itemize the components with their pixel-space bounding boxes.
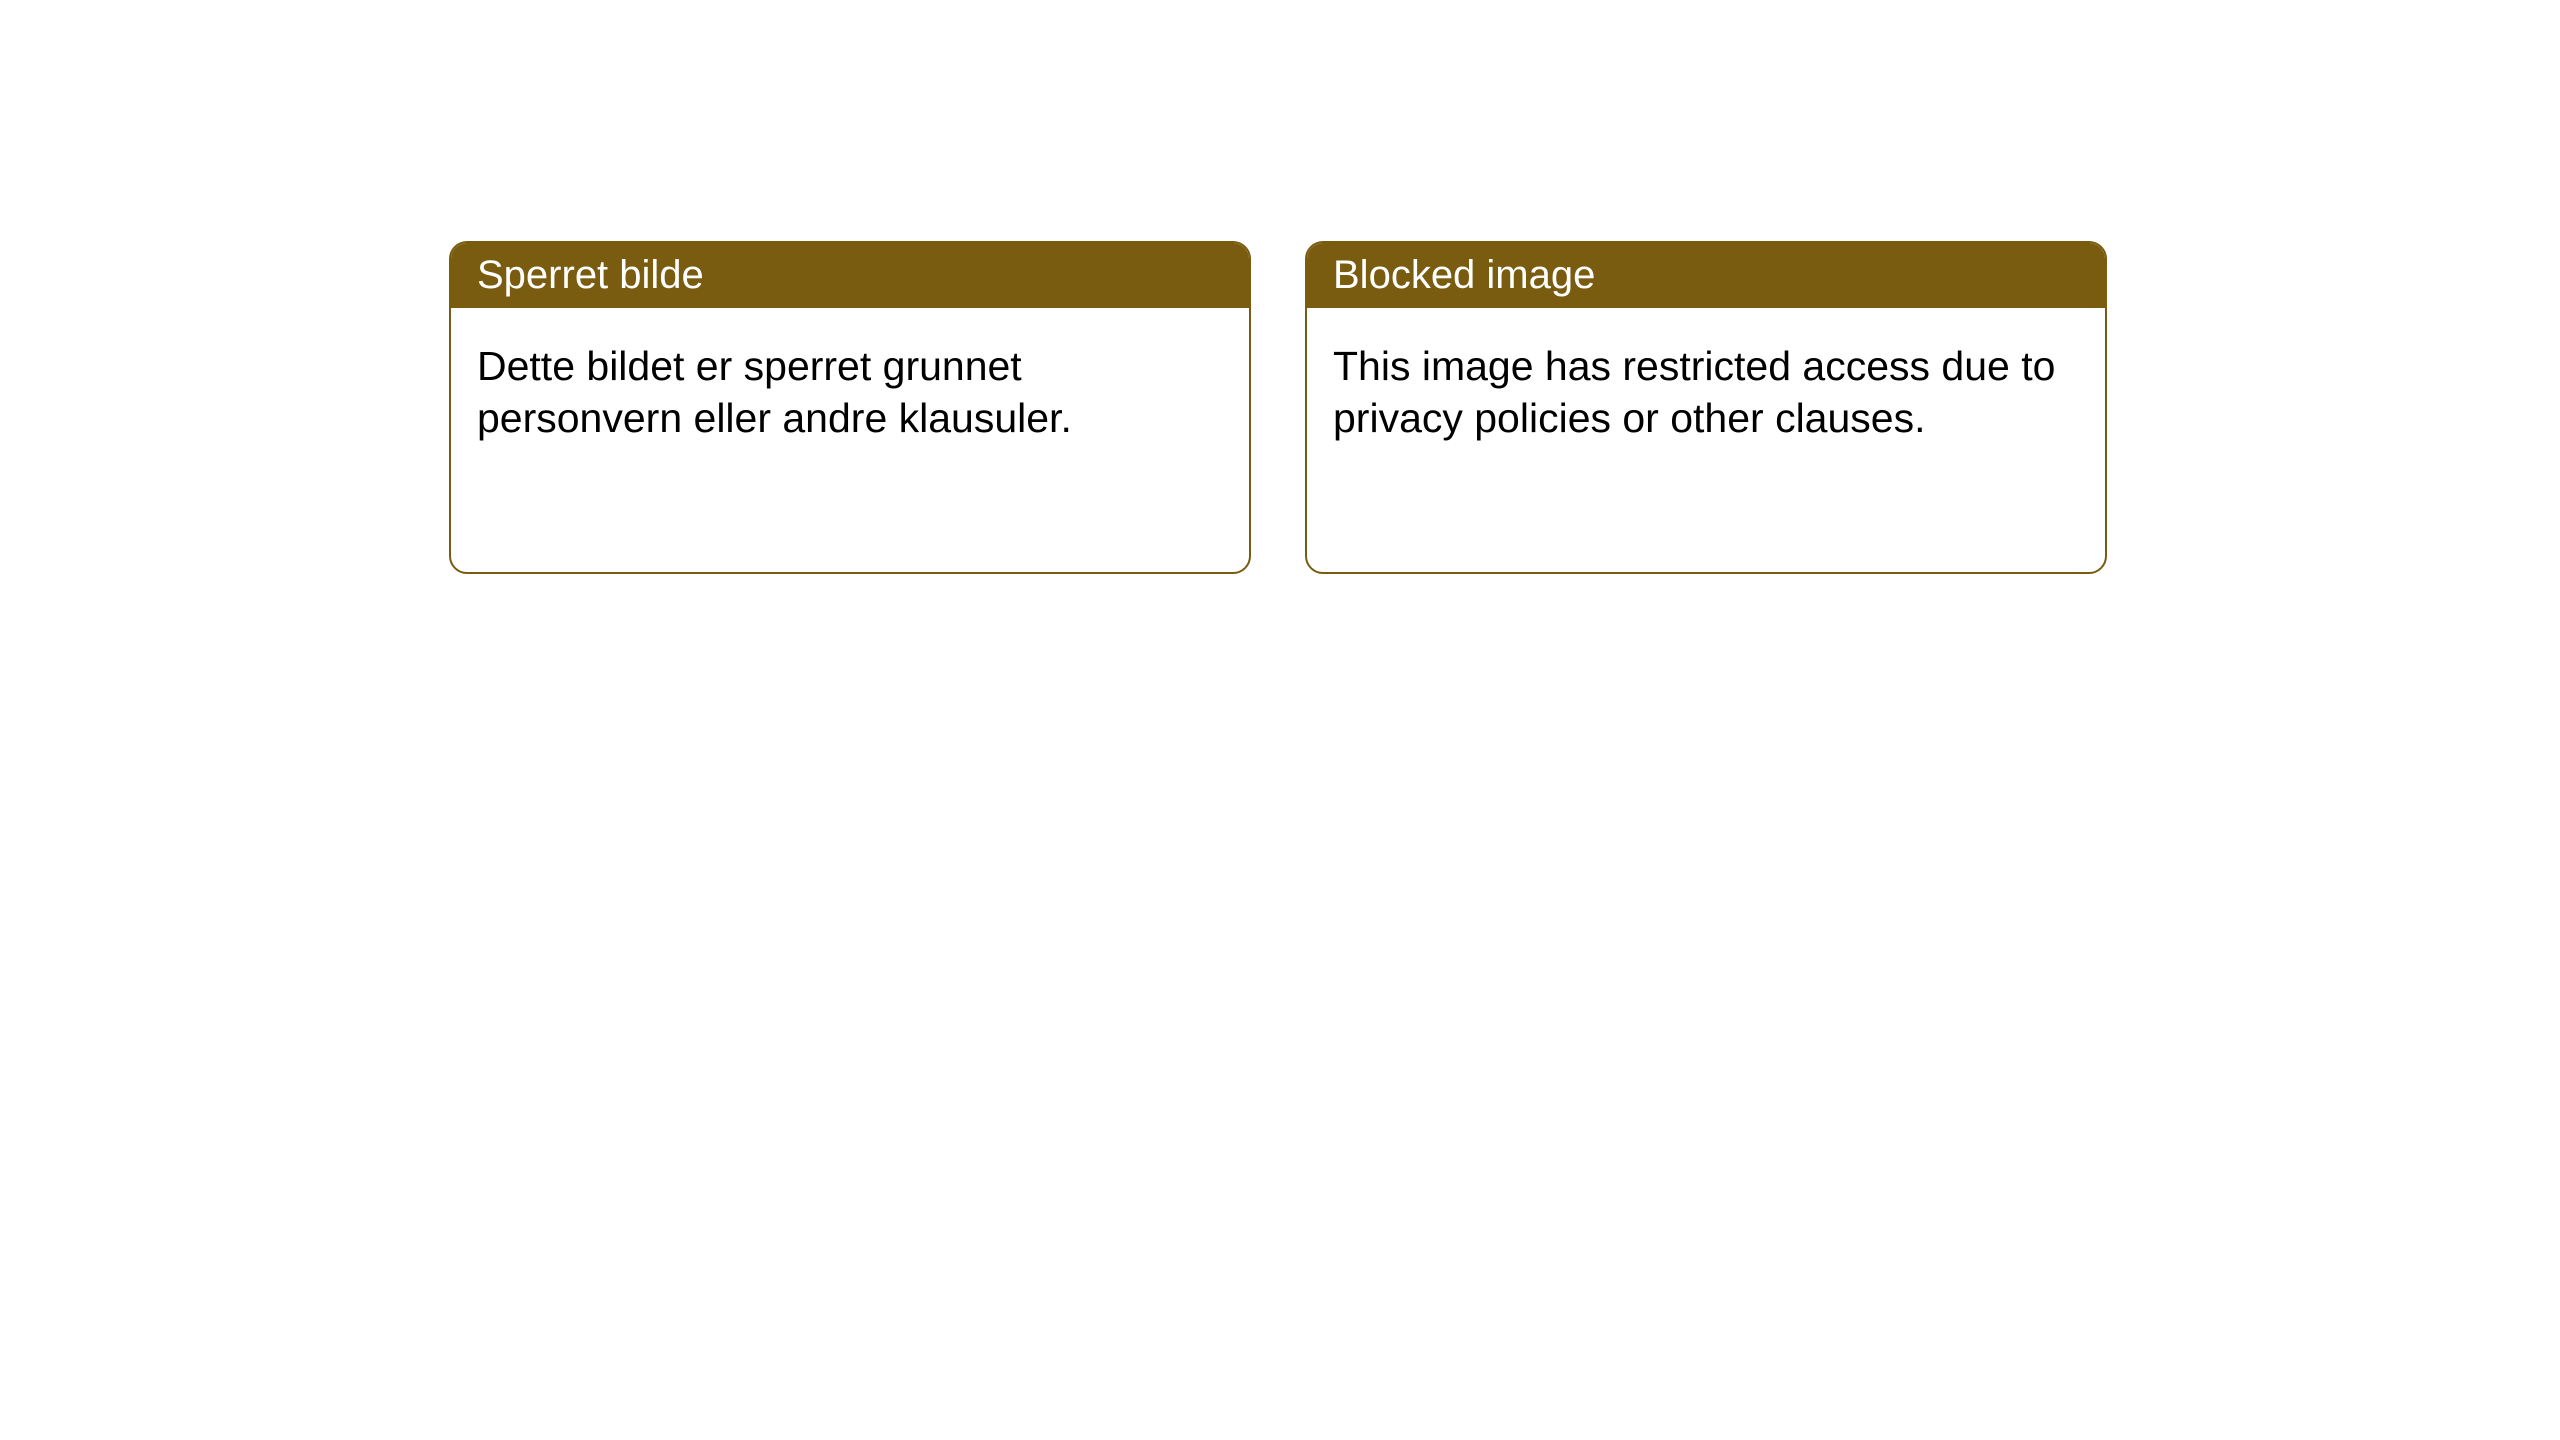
card-header-no: Sperret bilde: [451, 243, 1249, 308]
card-title-no: Sperret bilde: [477, 253, 704, 297]
notice-container: Sperret bilde Dette bildet er sperret gr…: [0, 0, 2560, 574]
blocked-image-card-no: Sperret bilde Dette bildet er sperret gr…: [449, 241, 1251, 574]
card-text-no: Dette bildet er sperret grunnet personve…: [477, 343, 1072, 441]
card-body-en: This image has restricted access due to …: [1307, 308, 2105, 476]
card-header-en: Blocked image: [1307, 243, 2105, 308]
card-text-en: This image has restricted access due to …: [1333, 343, 2055, 441]
card-title-en: Blocked image: [1333, 253, 1595, 297]
card-body-no: Dette bildet er sperret grunnet personve…: [451, 308, 1249, 476]
blocked-image-card-en: Blocked image This image has restricted …: [1305, 241, 2107, 574]
